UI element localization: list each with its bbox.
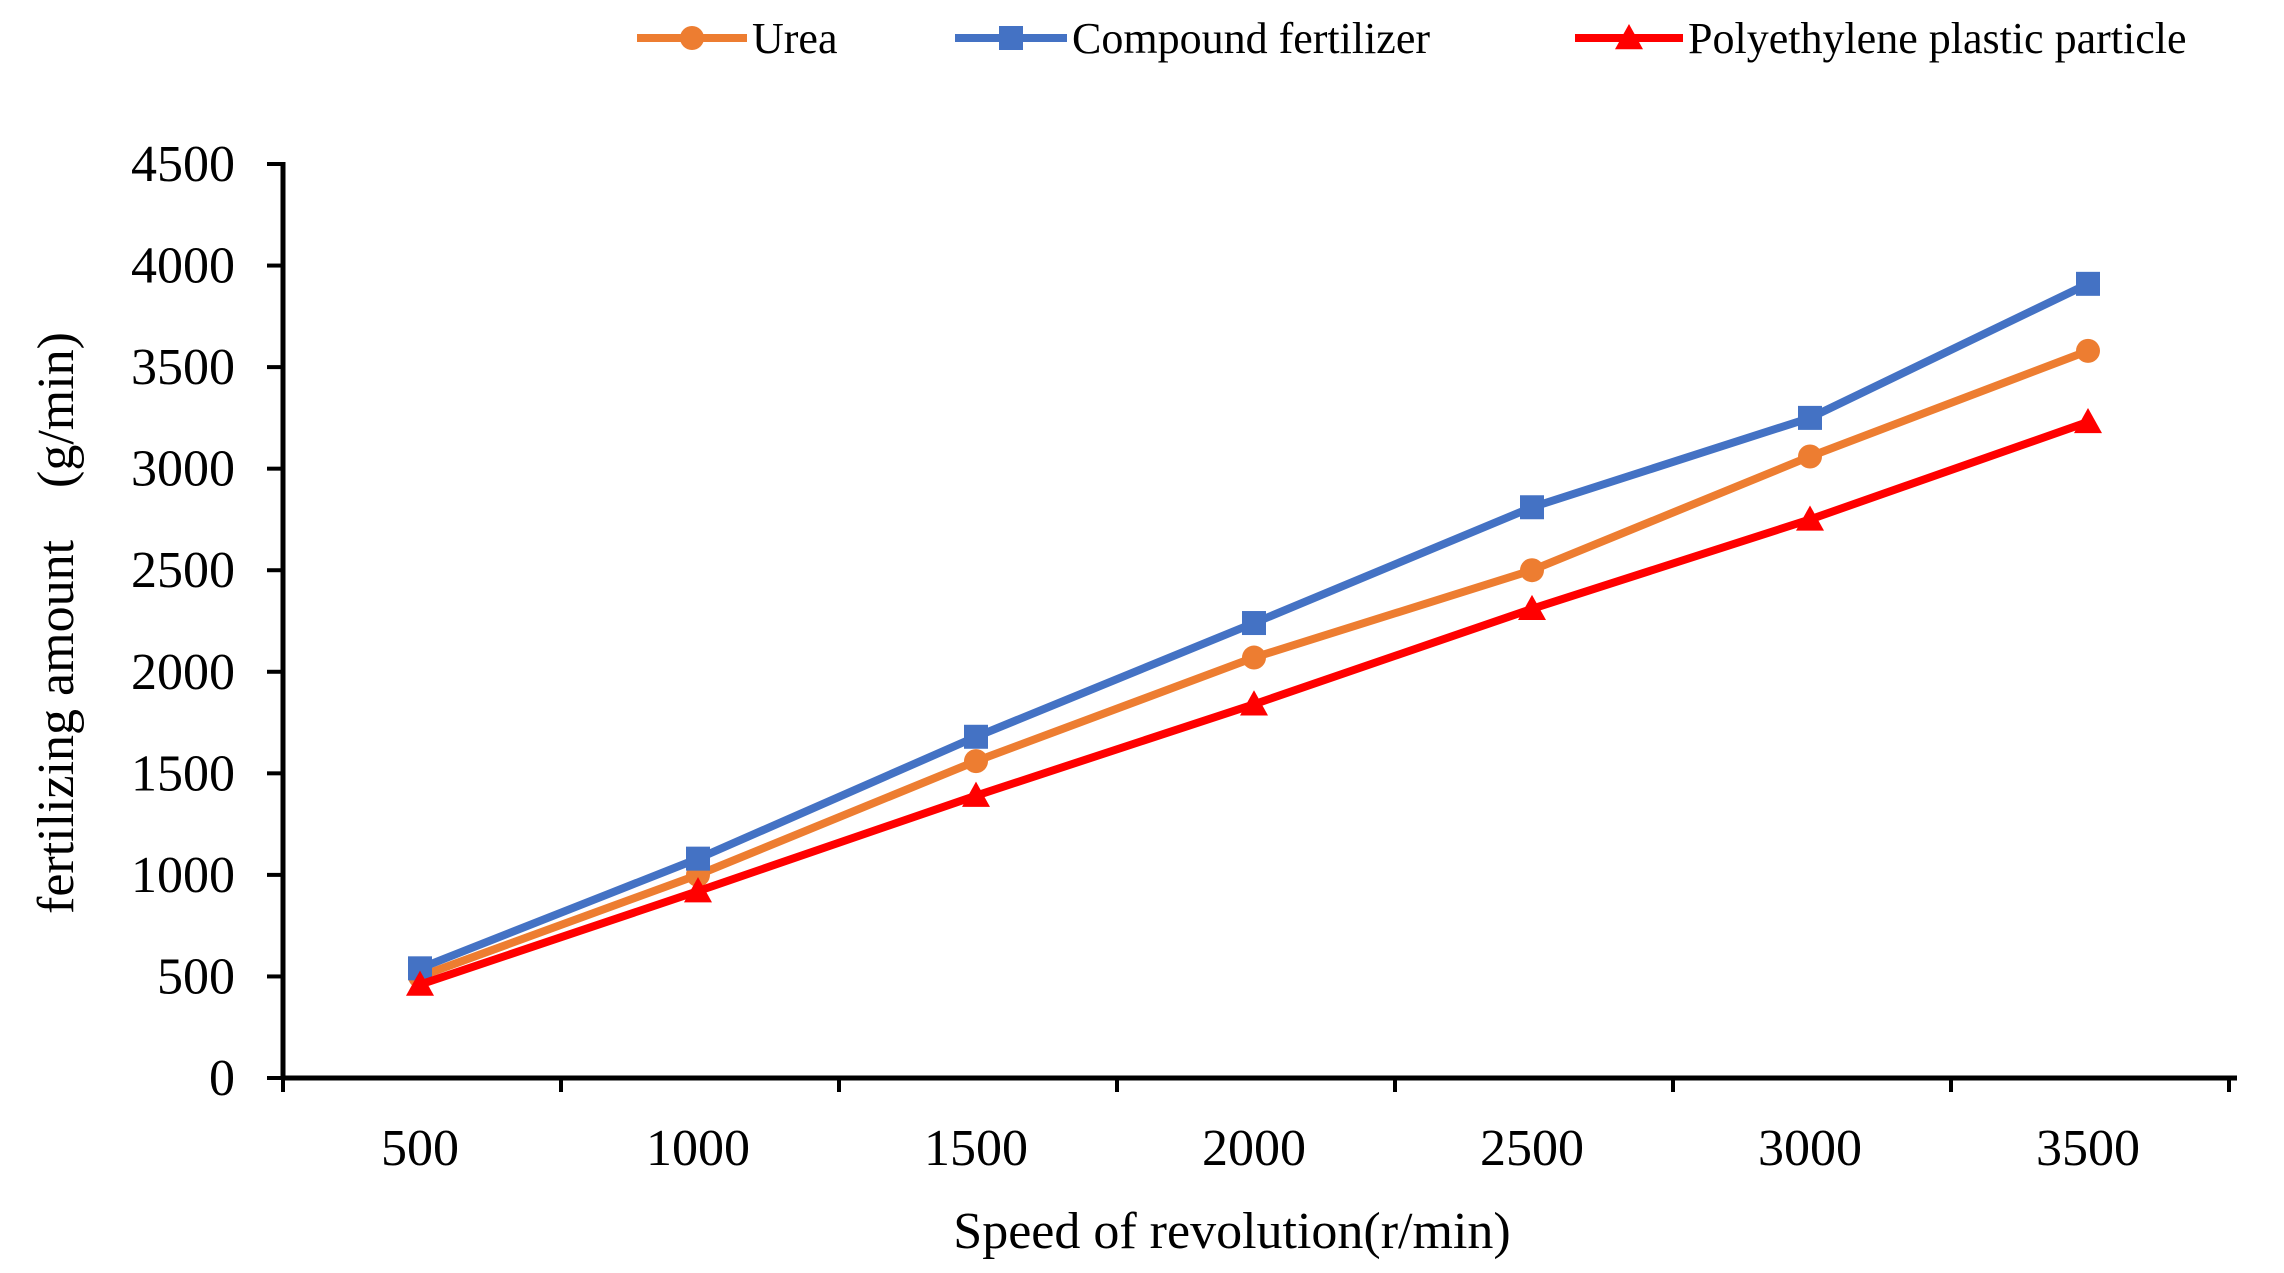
y-tick-label: 3500 (131, 339, 235, 396)
y-tick-label: 2000 (131, 644, 235, 701)
data-point (1518, 594, 1546, 621)
series-layer (406, 271, 2102, 996)
x-tick-label: 3500 (2036, 1120, 2140, 1177)
data-point (1520, 558, 1544, 583)
legend-label: Polyethylene plastic particle (1688, 14, 2187, 63)
y-tick-label: 4500 (131, 136, 235, 193)
data-point (1240, 690, 1268, 716)
data-point (406, 970, 434, 996)
x-tick-label: 3000 (1758, 1120, 1862, 1177)
y-tick-label: 4000 (131, 238, 235, 295)
legend-label: Compound fertilizer (1072, 14, 1430, 63)
x-tick-label: 1500 (924, 1120, 1028, 1177)
legend: Urea Compound fertilizer Polyethylene plas… (637, 14, 2187, 63)
series-urea (408, 338, 2100, 989)
x-tick-label: 2500 (1480, 1120, 1584, 1177)
y-tick-label: 2500 (131, 542, 235, 599)
data-point (1798, 405, 1822, 430)
data-point (964, 749, 988, 774)
data-point (1242, 611, 1266, 636)
x-axis-title: Speed of revolution(r/min) (953, 1203, 1510, 1260)
series-compound-fertilizer (408, 271, 2100, 981)
y-tick-label: 1500 (131, 745, 235, 802)
data-point (964, 724, 988, 749)
legend-label: Urea (752, 14, 838, 63)
legend-marker (1615, 24, 1643, 50)
x-axis-ticks: 500 1000 1500 2000 2500 3000 3500 (281, 1078, 2231, 1177)
y-tick-label: 1000 (131, 847, 235, 904)
data-point (684, 877, 712, 903)
data-point (2076, 271, 2100, 296)
x-tick-label: 500 (381, 1120, 459, 1177)
legend-marker (680, 26, 704, 50)
data-point (686, 846, 710, 871)
y-axis-title: fertilizing amount (g/min) (28, 332, 85, 914)
x-tick-label: 1000 (646, 1120, 750, 1177)
legend-marker (999, 26, 1023, 50)
legend-item: Polyethylene plastic particle (1575, 14, 2187, 63)
legend-item: Urea (637, 14, 838, 63)
legend-item: Compound fertilizer (955, 14, 1430, 63)
y-tick-label: 3000 (131, 441, 235, 498)
y-tick-label: 0 (209, 1050, 235, 1107)
data-point (1796, 505, 1824, 531)
data-point (2074, 407, 2102, 434)
data-point (962, 781, 990, 807)
data-point (2076, 338, 2100, 363)
series-polyethylene-plastic-particle (406, 407, 2102, 996)
data-point (1798, 444, 1822, 469)
x-tick-label: 2000 (1202, 1120, 1306, 1177)
data-point (1242, 645, 1266, 670)
y-tick-label: 500 (157, 948, 235, 1005)
data-point (1520, 495, 1544, 520)
y-axis-ticks: 0 500 1000 1500 2000 2500 3000 3500 4000 4500 (131, 136, 283, 1107)
